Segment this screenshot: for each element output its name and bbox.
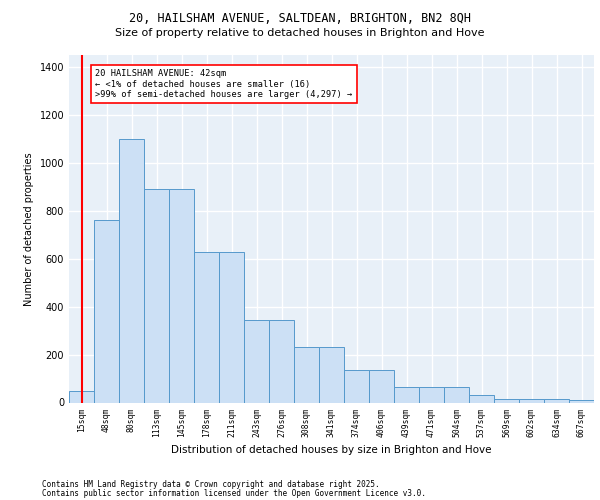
Text: Size of property relative to detached houses in Brighton and Hove: Size of property relative to detached ho… (115, 28, 485, 38)
Bar (169, 189, 194, 402)
Bar (369, 370, 394, 402)
Bar (494, 399, 519, 402)
Bar (219, 252, 244, 402)
Bar (119, 139, 144, 402)
Text: Contains HM Land Registry data © Crown copyright and database right 2025.: Contains HM Land Registry data © Crown c… (42, 480, 380, 489)
Bar (244, 320, 269, 402)
Text: Contains public sector information licensed under the Open Government Licence v3: Contains public sector information licen… (42, 489, 426, 498)
Bar (94, 220, 119, 402)
Bar (469, 396, 494, 402)
Text: 20, HAILSHAM AVENUE, SALTDEAN, BRIGHTON, BN2 8QH: 20, HAILSHAM AVENUE, SALTDEAN, BRIGHTON,… (129, 12, 471, 26)
Bar (144, 189, 169, 402)
Bar (519, 399, 544, 402)
X-axis label: Distribution of detached houses by size in Brighton and Hove: Distribution of detached houses by size … (171, 445, 492, 455)
Bar (319, 348, 344, 403)
Bar (544, 399, 569, 402)
Bar (344, 370, 369, 402)
Bar (194, 252, 219, 402)
Bar (444, 387, 469, 402)
Text: 20 HAILSHAM AVENUE: 42sqm
← <1% of detached houses are smaller (16)
>99% of semi: 20 HAILSHAM AVENUE: 42sqm ← <1% of detac… (95, 70, 353, 99)
Bar (569, 400, 594, 402)
Y-axis label: Number of detached properties: Number of detached properties (24, 152, 34, 306)
Bar (294, 348, 319, 403)
Bar (419, 387, 444, 402)
Bar (269, 320, 294, 402)
Bar (394, 387, 419, 402)
Bar (69, 391, 94, 402)
